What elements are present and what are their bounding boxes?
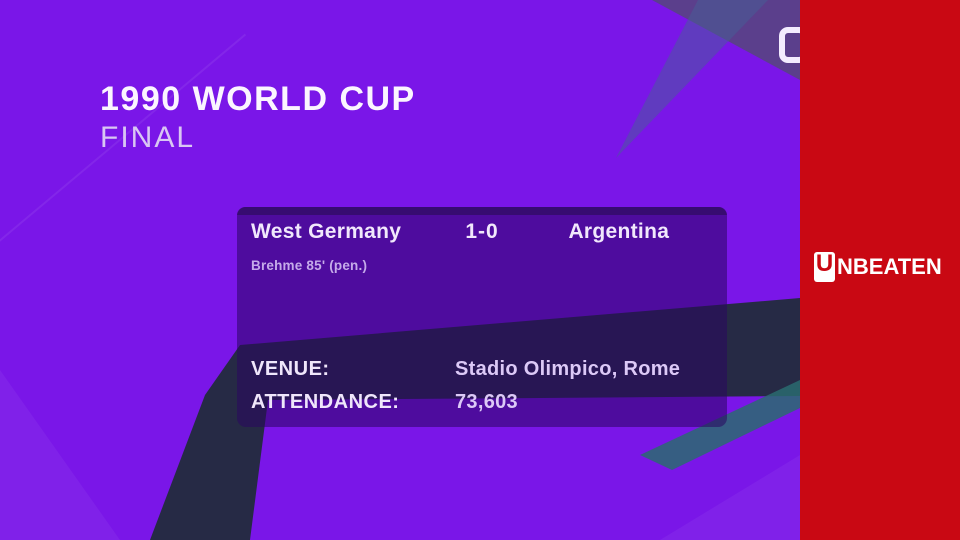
- match-card: West Germany 1-0 Argentina Brehme 85' (p…: [237, 207, 727, 427]
- title-block: 1990 WORLD CUP FINAL: [100, 80, 416, 154]
- page-subtitle: FINAL: [100, 120, 196, 154]
- page-title: 1990 WORLD CUP: [100, 80, 416, 118]
- venue-value: Stadio Olimpico, Rome: [455, 358, 681, 380]
- unbeaten-logo: U NBEATEN: [814, 252, 942, 282]
- venue-row: VENUE: Stadio Olimpico, Rome: [251, 353, 719, 386]
- away-team-name: Argentina: [568, 220, 670, 243]
- attendance-label: ATTENDANCE:: [251, 391, 400, 413]
- unbeaten-logo-text: NBEATEN: [837, 254, 942, 279]
- home-team-name: West Germany: [251, 220, 402, 243]
- match-score: 1-0: [465, 220, 499, 243]
- attendance-row: ATTENDANCE: 73,603: [251, 386, 719, 419]
- scorer-note: Brehme 85' (pen.): [251, 258, 368, 273]
- attendance-value: 73,603: [455, 391, 518, 413]
- score-row: West Germany 1-0 Argentina: [251, 220, 713, 244]
- unbeaten-u-box-icon: U: [814, 252, 835, 282]
- card-top-shade: [237, 207, 727, 215]
- match-details: VENUE: Stadio Olimpico, Rome ATTENDANCE:…: [251, 353, 719, 419]
- unbeaten-logo-initial: U: [815, 252, 834, 277]
- red-sidebar: U NBEATEN: [800, 0, 960, 540]
- venue-label: VENUE:: [251, 358, 330, 380]
